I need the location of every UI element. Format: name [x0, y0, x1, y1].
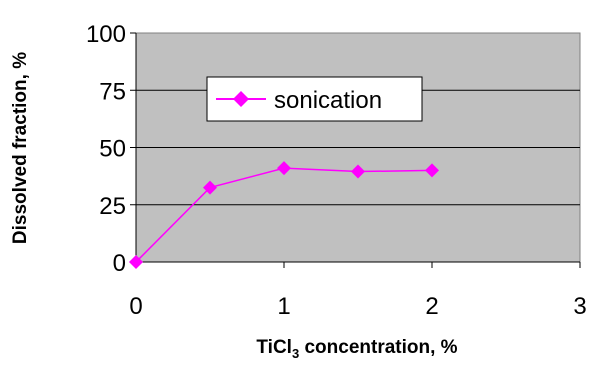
data-point-sonication-4: [425, 163, 439, 178]
legend: sonication: [206, 76, 423, 122]
x-axis-title-rest: concentration, %: [299, 337, 457, 358]
y-tick-label-100: 100: [86, 21, 126, 48]
y-tick-label-0: 0: [113, 250, 126, 277]
x-tick-label-1: 1: [277, 293, 290, 320]
x-tick-label-0: 0: [129, 293, 142, 320]
data-point-sonication-2: [277, 161, 291, 176]
data-point-sonication-3: [351, 164, 365, 179]
x-tick-label-2: 2: [425, 293, 438, 320]
y-axis-title: Dissolved fraction, %: [10, 52, 31, 244]
axes: [130, 32, 581, 268]
x-tick-label-3: 3: [573, 293, 586, 320]
legend-label-sonication: sonication: [274, 87, 382, 114]
data-point-sonication-1: [203, 180, 217, 195]
data-point-sonication-0: [129, 255, 143, 269]
y-tick-label-25: 25: [99, 193, 126, 220]
x-axis-title-subscript: 3: [292, 346, 299, 360]
x-axis-title: TiCl3 concentration, %: [256, 337, 457, 360]
legend-marker: [233, 91, 249, 107]
y-tick-label-50: 50: [99, 136, 126, 163]
series-layer: [129, 161, 439, 269]
x-axis-title-main: TiCl: [256, 337, 292, 358]
y-tick-label-75: 75: [99, 78, 126, 105]
tick-labels: 0 25 50 75 100 0 1 2 3: [86, 21, 587, 320]
